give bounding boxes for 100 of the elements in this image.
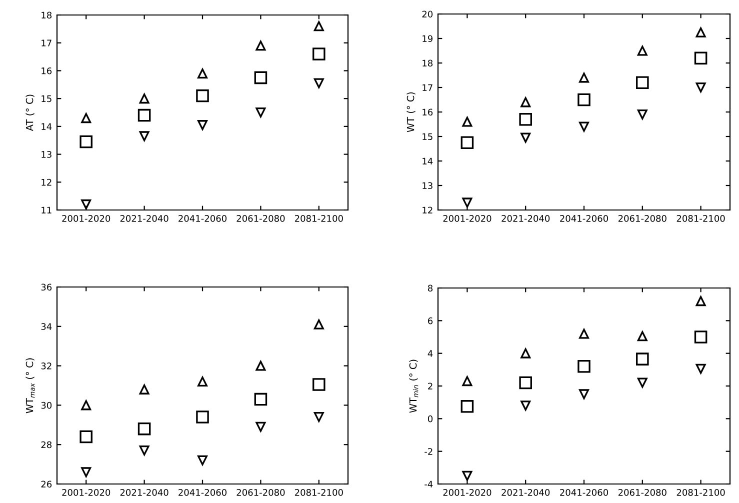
point xyxy=(520,348,531,358)
point xyxy=(80,430,92,444)
point xyxy=(696,27,706,38)
point xyxy=(637,46,648,56)
point xyxy=(694,330,708,344)
y-tick-label: 11 xyxy=(42,206,52,214)
point xyxy=(81,467,92,478)
y-axis-title: WT$_{max}$ (° C) xyxy=(26,358,35,414)
point xyxy=(314,412,324,422)
y-axis-title: AT (° C) xyxy=(26,94,34,132)
point xyxy=(696,296,706,306)
x-tick-label: 2061-2080 xyxy=(236,489,285,496)
point xyxy=(637,378,648,388)
point xyxy=(519,376,532,390)
point xyxy=(578,360,590,373)
x-tick-label: 2041-2060 xyxy=(178,215,227,222)
point xyxy=(579,389,589,400)
point xyxy=(520,132,531,143)
point xyxy=(462,116,472,127)
y-axis-title: WT (° C) xyxy=(406,92,416,132)
y-tick-label: -4 xyxy=(424,480,433,488)
point xyxy=(196,89,209,102)
point xyxy=(80,135,92,148)
point xyxy=(198,455,208,466)
point xyxy=(312,48,326,60)
point xyxy=(314,319,324,330)
x-tick-label: 2021-2040 xyxy=(120,215,168,222)
point xyxy=(579,328,589,339)
point xyxy=(254,71,268,84)
y-tick-label: 2 xyxy=(428,382,432,390)
x-tick-label: 2041-2060 xyxy=(560,215,608,222)
y-tick-label: 14 xyxy=(422,158,433,164)
point xyxy=(460,136,474,150)
point xyxy=(520,97,531,108)
y-tick-label: 15 xyxy=(42,95,52,102)
y-tick-label: 20 xyxy=(422,10,433,18)
point xyxy=(139,131,150,142)
point xyxy=(139,94,150,104)
x-tick-label: 2001-2020 xyxy=(62,215,110,222)
point xyxy=(636,352,649,366)
point xyxy=(196,410,209,424)
point xyxy=(256,422,266,432)
point xyxy=(519,112,532,126)
y-tick-label: 17 xyxy=(422,84,432,91)
y-tick-label: 14 xyxy=(42,123,52,130)
point xyxy=(636,76,649,89)
y-tick-label: 17 xyxy=(42,40,52,46)
point xyxy=(520,400,531,411)
point xyxy=(696,82,706,92)
y-tick-label: 12 xyxy=(422,206,432,214)
point xyxy=(462,376,472,386)
y-tick-label: 8 xyxy=(428,284,433,292)
point xyxy=(81,199,92,210)
point xyxy=(81,113,92,124)
x-tick-label: 2001-2020 xyxy=(62,489,110,496)
point xyxy=(314,21,324,32)
point xyxy=(81,400,92,410)
point xyxy=(254,392,268,406)
point xyxy=(256,40,266,51)
y-tick-label: 34 xyxy=(41,323,52,330)
point xyxy=(312,378,326,391)
y-tick-label: -2 xyxy=(424,448,432,455)
x-tick-label: 2001-2020 xyxy=(443,215,492,222)
point xyxy=(579,122,589,132)
point xyxy=(139,446,150,456)
x-tick-label: 2061-2080 xyxy=(618,489,666,496)
x-tick-label: 2001-2020 xyxy=(443,489,492,496)
y-tick-label: 4 xyxy=(428,350,433,357)
point xyxy=(256,108,266,118)
x-tick-label: 2081-2100 xyxy=(294,215,343,222)
point xyxy=(637,331,648,342)
x-tick-label: 2081-2100 xyxy=(294,489,343,496)
x-tick-label: 2041-2060 xyxy=(560,489,608,496)
point xyxy=(460,400,474,413)
point xyxy=(637,109,648,120)
y-tick-label: 28 xyxy=(41,441,52,448)
point xyxy=(696,364,706,374)
y-tick-label: 32 xyxy=(41,362,52,370)
x-tick-label: 2021-2040 xyxy=(120,489,168,496)
y-tick-label: 6 xyxy=(428,317,433,324)
point xyxy=(198,120,208,130)
point xyxy=(314,78,324,88)
point xyxy=(198,376,208,387)
y-tick-label: 13 xyxy=(422,182,432,190)
y-axis-title: WT$_{min}$ (° C) xyxy=(409,360,418,413)
x-tick-label: 2081-2100 xyxy=(676,489,725,496)
y-tick-label: 36 xyxy=(41,284,52,291)
y-tick-label: 15 xyxy=(422,133,432,140)
y-tick-label: 16 xyxy=(42,67,52,74)
y-tick-label: 12 xyxy=(42,178,52,186)
point xyxy=(256,360,266,371)
y-tick-label: 18 xyxy=(422,60,433,67)
point xyxy=(578,93,590,106)
y-tick-label: 18 xyxy=(42,12,52,19)
point xyxy=(198,68,208,78)
x-tick-label: 2061-2080 xyxy=(618,215,666,222)
y-tick-label: 13 xyxy=(42,151,52,158)
y-tick-label: 30 xyxy=(41,402,52,409)
y-tick-label: 26 xyxy=(41,480,52,488)
y-tick-label: 19 xyxy=(422,35,433,42)
